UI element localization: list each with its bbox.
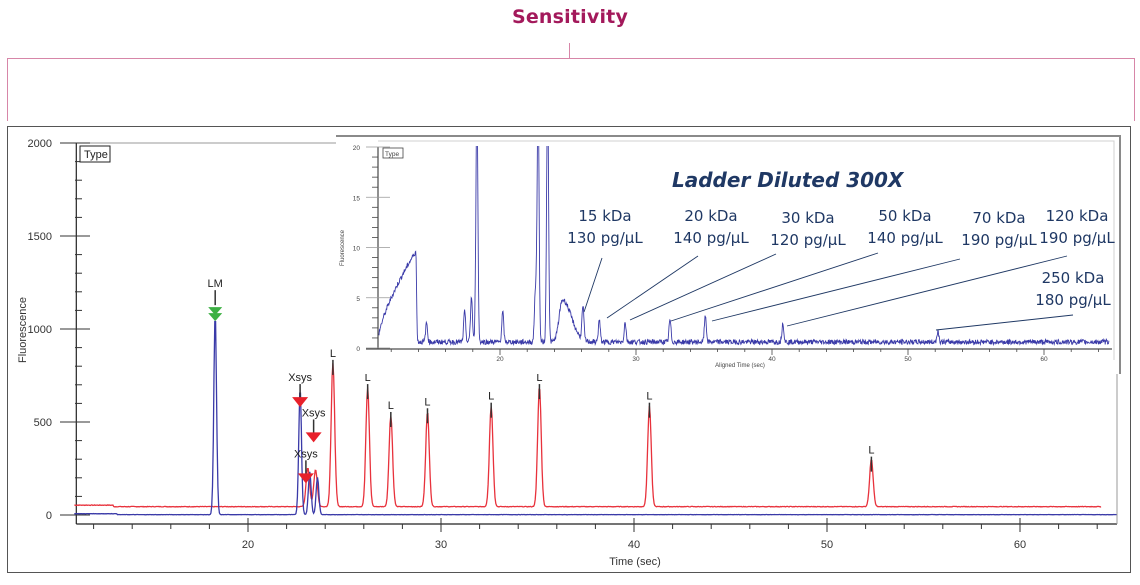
inset-x-axis-label: Aligned Time (sec) xyxy=(715,363,765,369)
peak-label: L xyxy=(388,400,394,412)
mw-label: 20 kDa xyxy=(684,207,738,225)
leader-line xyxy=(670,252,879,322)
mw-label: 50 kDa xyxy=(878,207,932,225)
peak-label: Xsys xyxy=(294,448,318,460)
peak-label: L xyxy=(330,348,336,360)
concentration-label: 140 pg/µL xyxy=(867,229,943,247)
x-tick-label: 30 xyxy=(435,539,447,551)
x-tick-label: 60 xyxy=(1014,539,1026,551)
ladder-trace xyxy=(74,363,1102,508)
peak-annotation-70kda: 70 kDa 190 pg/µL xyxy=(954,207,1044,251)
x-tick-label: 50 xyxy=(821,539,833,551)
mw-label: 15 kDa xyxy=(578,207,632,225)
xsys-marker-icon xyxy=(305,432,322,443)
bracket-stem xyxy=(569,43,570,58)
inset-legend-type-box: Type xyxy=(385,151,399,158)
inset-plot: 0 5 10 15 20 Fluorescence 20 30 40 50 60 Aligned Ti… xyxy=(336,135,1121,374)
y-axis-label: Fluorescence xyxy=(17,297,29,363)
sample-trace xyxy=(74,320,1117,516)
inset-y-axis-label: Fluorescence xyxy=(340,229,346,266)
svg-text:50: 50 xyxy=(904,356,912,363)
peak-label: Xsys xyxy=(288,372,312,384)
leader-line xyxy=(786,255,1068,327)
svg-text:10: 10 xyxy=(353,246,361,253)
svg-text:40: 40 xyxy=(768,356,776,363)
section-bracket xyxy=(7,58,1135,121)
peak-label: L xyxy=(536,372,542,384)
leader-line xyxy=(583,257,603,313)
leader-line xyxy=(935,314,1074,331)
svg-text:20: 20 xyxy=(496,356,504,363)
peak-label: L xyxy=(424,396,430,408)
peak-annotation-250kda: 250 kDa 180 pg/µL xyxy=(1028,267,1118,311)
y-tick-label: 1500 xyxy=(28,231,52,243)
leader-line xyxy=(711,258,961,322)
mw-label: 120 kDa xyxy=(1045,207,1109,225)
legend-type-box: Type xyxy=(84,149,108,161)
peak-annotation-50kda: 50 kDa 140 pg/µL xyxy=(860,205,950,249)
y-tick-label: 500 xyxy=(34,417,52,429)
concentration-label: 180 pg/µL xyxy=(1035,291,1111,309)
page-title: Sensitivity xyxy=(511,6,629,28)
xsys-marker-icon xyxy=(292,397,309,408)
peak-annotation-120kda: 120 kDa 190 pg/µL xyxy=(1032,205,1122,249)
concentration-label: 140 pg/µL xyxy=(673,229,749,247)
mw-label: 250 kDa xyxy=(1041,269,1105,287)
svg-text:30: 30 xyxy=(632,356,640,363)
peak-annotation-20kda: 20 kDa 140 pg/µL xyxy=(666,205,756,249)
svg-text:15: 15 xyxy=(353,195,361,202)
peak-label: Xsys xyxy=(302,407,326,419)
concentration-label: 190 pg/µL xyxy=(961,231,1037,249)
peak-label: L xyxy=(646,391,652,403)
y-tick-label: 0 xyxy=(46,510,52,522)
leader-line xyxy=(606,255,699,319)
peak-annotation-15kda: 15 kDa 130 pg/µL xyxy=(560,205,650,249)
x-tick-label: 40 xyxy=(628,539,640,551)
lm-marker-icon xyxy=(208,307,223,316)
inset-trace xyxy=(378,146,1110,347)
peak-annotation-30kda: 30 kDa 120 pg/µL xyxy=(763,207,853,251)
y-tick-label: 2000 xyxy=(28,138,52,150)
x-axis-label: Time (sec) xyxy=(609,556,661,568)
inset-title: Ladder Diluted 300X xyxy=(672,168,904,192)
svg-text:20: 20 xyxy=(353,145,361,152)
mw-label: 30 kDa xyxy=(781,209,835,227)
concentration-label: 120 pg/µL xyxy=(770,231,846,249)
y-tick-label: 1000 xyxy=(28,324,52,336)
peak-label: L xyxy=(488,391,494,403)
svg-text:60: 60 xyxy=(1040,356,1048,363)
svg-text:0: 0 xyxy=(356,346,360,353)
concentration-label: 190 pg/µL xyxy=(1039,229,1115,247)
concentration-label: 130 pg/µL xyxy=(567,229,643,247)
xsys-marker-icon xyxy=(297,473,314,484)
x-tick-label: 20 xyxy=(242,539,254,551)
peak-label: LM xyxy=(208,278,223,290)
mw-label: 70 kDa xyxy=(972,209,1026,227)
peak-label: L xyxy=(868,445,874,457)
peak-label: L xyxy=(365,372,371,384)
svg-text:5: 5 xyxy=(356,296,360,303)
leader-line xyxy=(629,253,777,321)
chart-frame xyxy=(7,126,1131,573)
